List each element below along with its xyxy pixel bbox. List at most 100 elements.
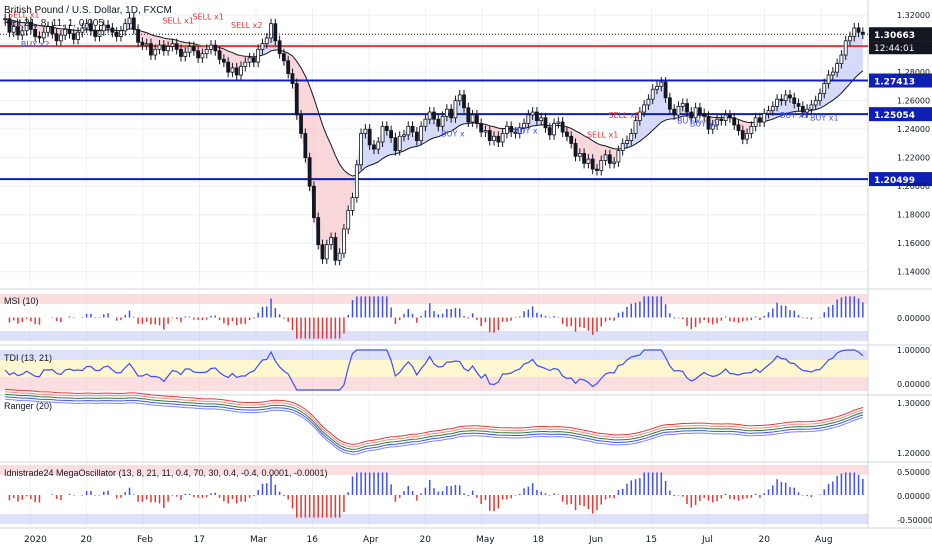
candle-body [642, 104, 647, 113]
candle-body [582, 153, 586, 164]
keltner-fill-segment [849, 27, 855, 84]
candle-body [775, 98, 779, 107]
price-axis-tick: 1.22000 [897, 154, 930, 163]
tdi-upper-zone [0, 350, 868, 360]
candle-body [204, 48, 209, 55]
ranger-line [5, 393, 863, 450]
candle-body [402, 134, 406, 137]
signal-label: BUY x2 [21, 40, 50, 49]
candle-body [234, 67, 239, 76]
msi-lower-zone [0, 331, 868, 341]
candle-body [183, 51, 188, 57]
candle-body [706, 115, 711, 130]
keltner-fill-segment [412, 132, 417, 148]
megaoscillator-histogram [8, 472, 864, 518]
msi-histogram [8, 296, 864, 339]
candle-body [809, 104, 814, 110]
price-level-label: 1.20499 [874, 176, 915, 186]
panel-axis-tick: -0.50000 [897, 516, 932, 525]
candle-body [505, 125, 509, 134]
candle-body [179, 48, 183, 57]
candle-body [299, 114, 303, 134]
signal-label: BUY x [677, 116, 701, 125]
keltner-fill-segment [185, 42, 190, 53]
keltner-fill-segment [747, 122, 752, 134]
price-level-tag [869, 73, 932, 88]
candle-body [166, 46, 171, 52]
candle-body [560, 121, 565, 133]
candle-body [342, 228, 346, 254]
candle-body [329, 237, 333, 246]
candle-body [513, 131, 518, 134]
candle-body [196, 50, 201, 59]
candle-body [710, 124, 715, 130]
msi-panel-label: MSI (10) [4, 296, 39, 306]
candle-body [856, 27, 861, 33]
candle-body [740, 130, 745, 140]
candle-body [33, 28, 38, 37]
time-axis-tick: Jun [588, 535, 603, 545]
candle-body [805, 108, 810, 113]
price-axis-tick: 1.20000 [897, 182, 930, 191]
candle-body [788, 94, 792, 99]
grid-lines [0, 8, 868, 527]
candle-body [676, 105, 681, 116]
candle-body [685, 103, 689, 113]
keltner-fill-segment [352, 164, 357, 198]
keltner-fill-segment [322, 124, 327, 259]
ranger-axis-tick: 1.30000 [897, 399, 930, 408]
candle-body [110, 27, 115, 33]
candle-body [697, 107, 702, 114]
candle-body [320, 244, 325, 260]
candle-body [723, 114, 728, 122]
candle-body [414, 131, 419, 141]
candle-body [470, 114, 475, 123]
keltner-fill-segment [348, 173, 353, 211]
keltner-fill-segment [365, 129, 370, 168]
keltner-fill-segment [326, 135, 332, 245]
keltner-fill-segment [142, 31, 147, 46]
time-axis-tick: Feb [137, 535, 153, 545]
keltner-fill-segment [168, 38, 173, 47]
candle-body [269, 23, 273, 39]
candle-body [543, 117, 548, 129]
chart-title: British Pound / U.S. Dollar, 1D, FXCM [4, 5, 172, 16]
candle-body [830, 71, 835, 76]
keltner-fill-segment [335, 155, 340, 261]
candle-body [209, 44, 213, 50]
last-price-label: 1.30663 [874, 31, 915, 41]
candle-body [3, 18, 8, 21]
price-axis-tick: 1.18000 [897, 211, 930, 220]
candle-body [539, 117, 544, 122]
candle-body [127, 17, 132, 25]
candle-body [187, 46, 192, 53]
candle-body [822, 83, 827, 94]
candle-body [620, 143, 625, 151]
candle-body [595, 168, 599, 171]
candle-body [843, 40, 848, 56]
candle-body [307, 157, 312, 187]
candle-body [535, 111, 539, 122]
signal-label: BUY x1 [690, 119, 719, 128]
keltner-fill-segment [241, 55, 246, 67]
candle-body [16, 26, 20, 36]
candle-body [693, 107, 698, 119]
candle-body [290, 73, 295, 84]
candle-body [76, 31, 80, 40]
price-axis-tick: 1.14000 [897, 268, 930, 277]
candle-body [89, 23, 93, 32]
candle-body [316, 217, 321, 246]
panel-axis-tick: 0.50000 [897, 468, 930, 477]
candle-body [123, 23, 128, 32]
candle-body [586, 158, 591, 164]
candle-body [487, 130, 492, 141]
candle-body [462, 94, 466, 109]
mega-upper-zone [0, 465, 868, 475]
candle-body [63, 28, 68, 36]
candle-body [736, 124, 741, 132]
candle-body [191, 46, 196, 52]
price-level-label: 1.25054 [874, 111, 915, 121]
keltner-fill-segment [858, 32, 863, 75]
candle-body [230, 67, 235, 73]
